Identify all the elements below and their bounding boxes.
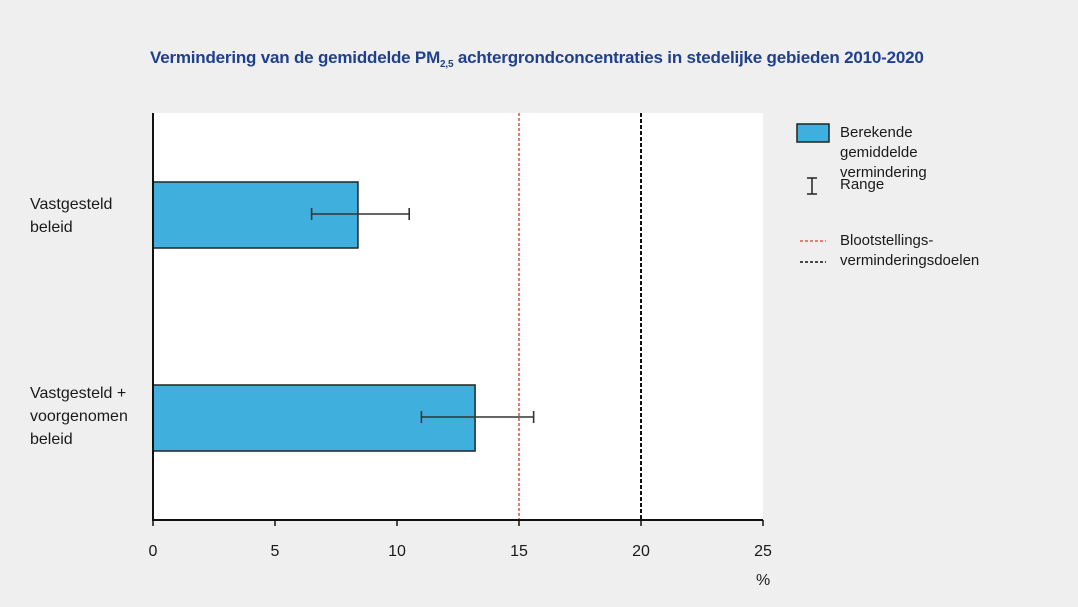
plot-background bbox=[153, 113, 763, 520]
x-tick-label-0: 0 bbox=[149, 543, 158, 560]
category-label-1: Vastgesteld + voorgenomen beleid bbox=[30, 385, 128, 448]
title-subscript: 2,5 bbox=[440, 59, 454, 70]
reference-lines bbox=[518, 113, 642, 520]
error-bar-0 bbox=[310, 208, 411, 220]
x-tick-label-5: 25 bbox=[754, 543, 772, 560]
range-icon bbox=[807, 177, 817, 195]
legend-target-label: Blootstellings- verminderingsdoelen bbox=[840, 232, 980, 269]
legend-bar-swatch bbox=[796, 123, 830, 143]
chart-title: Vermindering van de gemiddelde PM2,5 ach… bbox=[150, 48, 924, 70]
error-bar-1 bbox=[420, 411, 535, 423]
x-tick-label-2: 10 bbox=[388, 543, 406, 560]
legend-bar-label: Berekende gemiddelde vermindering bbox=[840, 124, 927, 181]
bar-0 bbox=[152, 181, 359, 249]
x-axis-label: % bbox=[756, 572, 770, 589]
x-ticks-group: 0 5 10 15 20 25 bbox=[149, 520, 772, 560]
title-rest: achtergrondconcentraties in stedelijke g… bbox=[453, 48, 924, 67]
bar-1 bbox=[152, 384, 476, 452]
x-tick-label-4: 20 bbox=[632, 543, 650, 560]
x-tick-label-1: 5 bbox=[271, 543, 280, 560]
title-main: Vermindering van de gemiddelde PM bbox=[150, 48, 441, 67]
category-label-0: Vastgesteld beleid bbox=[30, 196, 113, 236]
error-bars-group bbox=[310, 208, 535, 423]
x-tick-label-3: 15 bbox=[510, 543, 528, 560]
legend-range-label: Range bbox=[840, 176, 885, 193]
